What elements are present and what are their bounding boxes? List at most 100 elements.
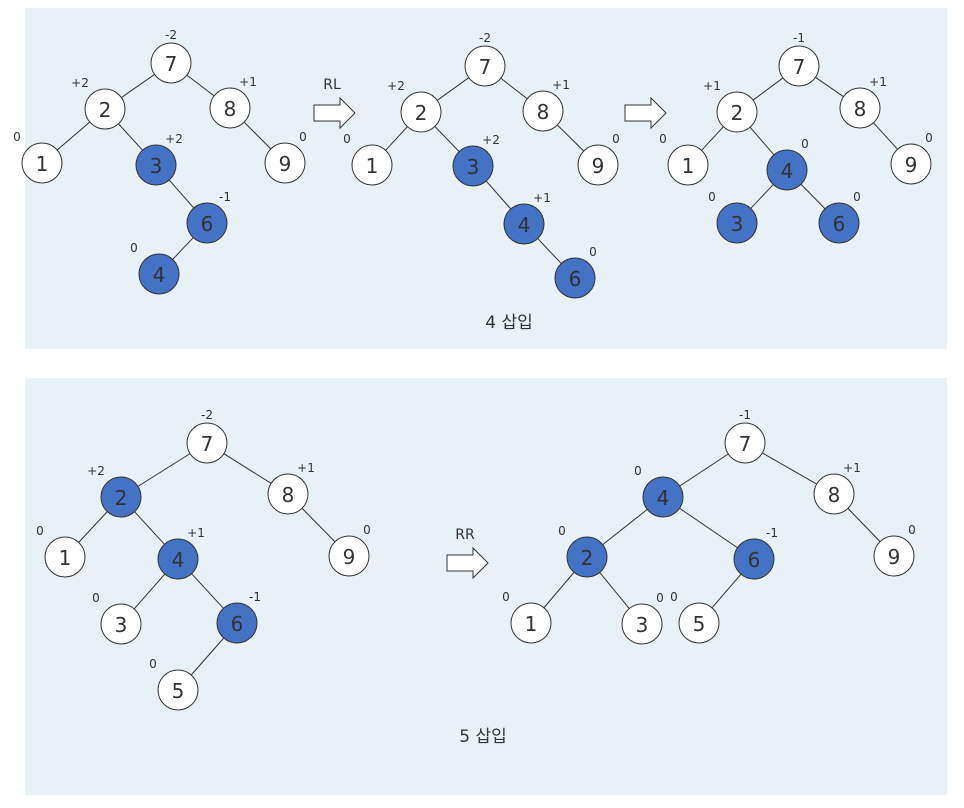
tree-node: 10: [36, 524, 86, 578]
balance-factor-label: 0: [558, 524, 566, 538]
node-circle: [157, 538, 199, 580]
balance-factor-label: -1: [766, 526, 778, 540]
tree-node: 10: [502, 590, 552, 644]
node-circle: [890, 143, 932, 185]
node-circle: [157, 669, 199, 711]
tree-node: 7 -1: [724, 408, 766, 464]
node-circle: [510, 602, 552, 644]
node-circle: [522, 90, 564, 132]
node-circle: [400, 91, 442, 133]
node-circle: [642, 476, 684, 518]
edge-n7-n2: [137, 453, 191, 487]
tree-node: 30: [621, 591, 664, 645]
node-circle: [135, 144, 177, 186]
node-label: 9: [279, 152, 292, 176]
tree-node: 60: [818, 190, 861, 244]
balance-factor-label: +2: [87, 464, 105, 478]
balance-factor-label: +1: [297, 461, 315, 475]
arrow-right-icon: [446, 546, 489, 580]
edge-n4-n3: [133, 573, 166, 610]
tree-node: 2 +2: [87, 464, 142, 518]
balance-factor-label: -1: [249, 590, 261, 604]
tree-node: 4+1: [157, 526, 205, 580]
balance-factor-label: +1: [552, 78, 570, 92]
node-label: 8: [224, 97, 237, 121]
edge-n8-n9: [847, 508, 881, 542]
tree-node: 7 -2: [150, 28, 192, 84]
tree-node: 8+1: [267, 461, 315, 515]
balance-factor-label: 0: [612, 132, 620, 146]
balance-factor-label: +1: [703, 79, 721, 93]
node-circle: [724, 422, 766, 464]
balance-factor-label: 0: [502, 590, 510, 604]
node-label: 2: [731, 101, 744, 125]
node-circle: [716, 91, 758, 133]
tree-node: 10: [659, 132, 709, 186]
node-circle: [328, 535, 370, 577]
node-label: 8: [537, 100, 550, 124]
tree-node: 90: [264, 130, 307, 184]
tree-node: 90: [328, 523, 371, 577]
balance-factor-label: 0: [299, 130, 307, 144]
node-label: 1: [59, 546, 72, 570]
edge-n2-n1: [701, 126, 724, 151]
edge-n7-n2: [121, 74, 155, 98]
edge-n2-n4: [134, 511, 165, 545]
node-label: 8: [854, 97, 867, 121]
balance-factor-label: 0: [130, 241, 138, 255]
balance-factor-label: +1: [533, 191, 551, 205]
balance-factor-label: +2: [71, 76, 89, 90]
node-circle: [209, 87, 251, 129]
edge-n7-n8: [223, 453, 272, 484]
balance-factor-label: +2: [482, 133, 500, 147]
tree-node: 8+1: [522, 78, 570, 132]
node-label: 8: [828, 483, 841, 507]
edge-n7-n2: [752, 77, 784, 101]
caption-insert-5: 5 삽입: [459, 727, 507, 747]
tree-node: 7 -2: [464, 31, 506, 87]
edge-n3-n6: [168, 179, 195, 209]
arrow-right-icon: [313, 96, 356, 130]
node-circle: [100, 603, 142, 645]
node-label: 6: [231, 612, 244, 636]
node-circle: [778, 45, 820, 87]
edge-n8-n9: [301, 507, 336, 543]
node-label: 6: [833, 212, 846, 236]
edge-n2-n4: [749, 126, 775, 156]
node-circle: [264, 142, 306, 184]
edge-n6-n5: [190, 637, 225, 676]
tree-node: 30: [92, 591, 142, 645]
balance-factor-label: -2: [165, 28, 177, 42]
node-label: 9: [343, 545, 356, 569]
balance-factor-label: 0: [659, 132, 667, 146]
node-circle: [621, 603, 663, 645]
node-label: 7: [165, 52, 178, 76]
arrow-right-icon: [624, 96, 667, 130]
balance-factor-label: 0: [589, 245, 597, 259]
panel-insert-5: [25, 378, 947, 795]
node-circle: [138, 253, 180, 295]
node-circle: [839, 87, 881, 129]
node-label: 1: [366, 154, 379, 178]
balance-factor-label: +1: [187, 526, 205, 540]
tree-node: 90: [890, 131, 933, 185]
edge-n7-n8: [500, 77, 528, 100]
edge-n2-n1: [385, 126, 408, 151]
balance-factor-label: 0: [363, 523, 371, 537]
edge-n7-n2: [436, 77, 470, 101]
node-circle: [813, 473, 855, 515]
edge-n8-n9: [556, 124, 585, 152]
balance-factor-label: 0: [670, 590, 678, 604]
edge-n6-n4: [172, 237, 194, 260]
edge-n2-n3: [599, 572, 630, 609]
edge-n2-n1: [56, 121, 91, 151]
tree-node: 3+2: [452, 133, 500, 187]
node-circle: [766, 149, 808, 191]
node-circle: [100, 476, 142, 518]
node-label: 4: [781, 159, 794, 183]
balance-factor-label: 0: [708, 190, 716, 204]
balance-factor-label: 0: [13, 130, 21, 144]
tree-node: 50: [149, 657, 199, 711]
node-label: 7: [793, 55, 806, 79]
balance-factor-label: 0: [853, 190, 861, 204]
